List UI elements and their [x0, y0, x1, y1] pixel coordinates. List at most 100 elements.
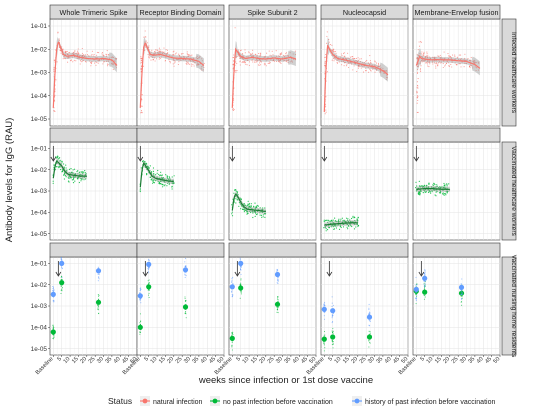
data-point	[346, 65, 348, 67]
data-point	[421, 57, 424, 59]
data-point	[356, 219, 358, 221]
data-point	[431, 190, 433, 192]
data-point	[139, 331, 141, 333]
data-point	[61, 286, 63, 288]
data-point	[71, 179, 73, 181]
data-point	[369, 60, 371, 62]
data-point	[330, 222, 332, 224]
data-point	[114, 60, 116, 62]
data-point	[251, 59, 253, 61]
mean-point	[422, 289, 428, 295]
data-point	[76, 171, 78, 173]
data-point	[450, 63, 452, 65]
data-point	[69, 52, 71, 54]
data-point	[417, 66, 419, 68]
data-point	[179, 56, 181, 58]
data-point	[248, 61, 251, 63]
x-tick-label: 45	[121, 356, 130, 365]
data-point	[269, 62, 271, 64]
data-point	[416, 84, 419, 86]
data-point	[239, 61, 241, 63]
data-point	[194, 62, 196, 64]
data-point	[331, 315, 333, 316]
data-point	[67, 57, 69, 59]
data-point	[454, 54, 456, 56]
data-point	[438, 192, 441, 194]
x-tick-label: 15	[250, 356, 259, 365]
data-point	[291, 58, 293, 60]
x-tick-label: 50	[130, 356, 139, 365]
data-point	[375, 69, 377, 71]
data-point	[365, 70, 367, 72]
data-point	[89, 60, 91, 62]
data-point	[140, 323, 141, 325]
data-point	[374, 64, 376, 66]
mean-point	[137, 293, 143, 299]
data-point	[157, 180, 159, 182]
data-point	[54, 88, 56, 90]
data-point	[460, 294, 462, 296]
data-point	[425, 191, 427, 193]
data-point	[426, 63, 428, 65]
data-point	[169, 54, 171, 56]
data-point	[187, 54, 189, 56]
data-point	[462, 59, 464, 61]
data-point	[446, 187, 448, 189]
data-point	[52, 180, 54, 182]
data-point	[239, 259, 241, 261]
data-point	[240, 208, 242, 210]
data-point	[416, 71, 419, 73]
data-point	[109, 57, 111, 59]
data-point	[347, 57, 349, 59]
data-point	[332, 304, 334, 306]
data-point	[243, 204, 245, 206]
data-point	[461, 304, 463, 306]
data-point	[324, 334, 326, 336]
data-point	[370, 62, 372, 64]
data-point	[424, 269, 426, 271]
data-point	[188, 54, 190, 56]
data-point	[240, 279, 242, 281]
data-point	[79, 60, 81, 62]
data-point	[338, 221, 340, 223]
data-point	[91, 53, 93, 56]
data-point	[420, 189, 422, 191]
data-point	[250, 53, 252, 55]
data-point	[378, 65, 380, 67]
data-point	[415, 298, 417, 300]
data-point	[360, 64, 362, 66]
data-point	[240, 57, 242, 59]
x-tick-label: 45	[392, 356, 401, 365]
data-point	[431, 186, 433, 188]
data-point	[386, 75, 388, 77]
data-point	[97, 294, 99, 295]
data-point	[92, 55, 94, 57]
trend-line	[139, 42, 205, 108]
data-point	[239, 284, 241, 286]
data-point	[256, 213, 258, 215]
data-point	[435, 191, 437, 193]
data-point	[331, 339, 333, 341]
data-point	[368, 71, 370, 73]
mean-point	[50, 291, 56, 297]
data-point	[332, 332, 334, 334]
data-point	[250, 211, 252, 214]
data-point	[191, 65, 193, 67]
data-point	[140, 109, 143, 112]
data-point	[153, 52, 155, 54]
data-point	[345, 221, 347, 223]
data-point	[231, 281, 233, 283]
x-tick-label: 25	[359, 356, 368, 365]
data-point	[55, 79, 57, 81]
data-point	[251, 52, 254, 54]
data-point	[327, 221, 329, 223]
data-point	[193, 65, 195, 67]
data-point	[379, 65, 381, 67]
data-point	[97, 62, 99, 64]
data-point	[233, 192, 235, 194]
data-point	[386, 69, 388, 72]
data-point	[280, 52, 282, 54]
data-point	[332, 50, 334, 52]
data-point	[423, 272, 425, 274]
data-point	[52, 289, 54, 291]
